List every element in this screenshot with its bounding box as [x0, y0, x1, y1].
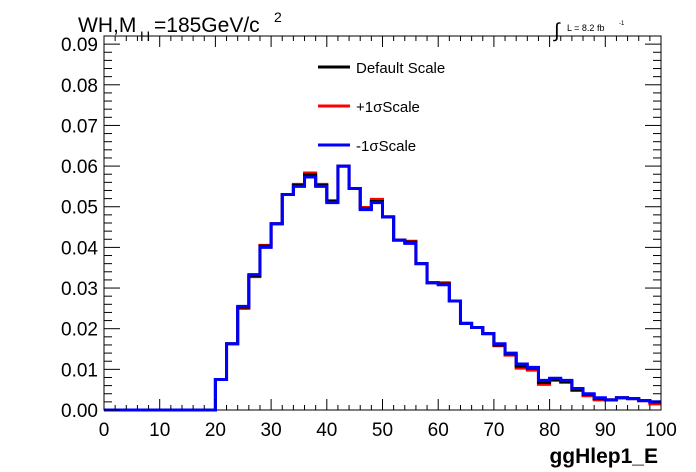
y-tick-label: 0.05	[61, 198, 98, 219]
legend-entry-label: Default Scale	[356, 60, 445, 77]
x-tick-label: 50	[372, 420, 393, 441]
legend-entry-label: +1σScale	[356, 99, 420, 116]
x-tick-label: 90	[595, 420, 616, 441]
x-tick-label: 80	[539, 420, 560, 441]
y-tick-label: 0.06	[61, 157, 98, 178]
x-tick-label: 20	[205, 420, 226, 441]
title-superscript: 2	[274, 9, 282, 25]
y-tick-label: 0.04	[61, 238, 98, 259]
x-axis: 0 10 20 30 40 50 60 70 80 90 100	[99, 36, 677, 441]
x-tick-label: 10	[149, 420, 170, 441]
legend-entry-label: -1σScale	[356, 138, 416, 155]
title-main: WH,M	[78, 14, 136, 37]
chart-title: WH,M H =185GeV/c 2	[78, 9, 282, 44]
y-tick-label: 0.07	[61, 116, 98, 137]
x-tick-label: 40	[316, 420, 337, 441]
y-axis: 0.00 0.01 0.02 0.03 0.04 0.05 0.06 0.07 0.08 0.09	[61, 35, 661, 422]
y-tick-label: 0.00	[61, 401, 98, 422]
x-tick-label: 60	[428, 420, 449, 441]
y-tick-label: 0.03	[61, 279, 98, 300]
title-rest: =185GeV/c	[154, 14, 260, 37]
y-tick-label: 0.08	[61, 76, 98, 97]
x-tick-label: 30	[261, 420, 282, 441]
plot-frame	[103, 35, 662, 411]
y-tick-label: 0.09	[61, 35, 98, 56]
luminosity-label: ∫ L = 8.2 fb -1	[553, 20, 625, 42]
x-tick-label: 0	[99, 420, 110, 441]
x-axis-label: ggHlep1_E	[549, 445, 658, 468]
legend: Default Scale +1σScale -1σScale	[318, 60, 445, 155]
x-tick-label: 70	[483, 420, 504, 441]
lumi-superscript: -1	[619, 21, 625, 27]
lumi-text: L = 8.2 fb	[567, 23, 604, 33]
integral-symbol: ∫	[553, 20, 561, 42]
y-tick-label: 0.02	[61, 320, 98, 341]
series-line-2	[104, 164, 661, 412]
y-tick-label: 0.01	[61, 360, 98, 381]
series-layer	[104, 164, 661, 412]
x-tick-label: 100	[645, 420, 677, 441]
